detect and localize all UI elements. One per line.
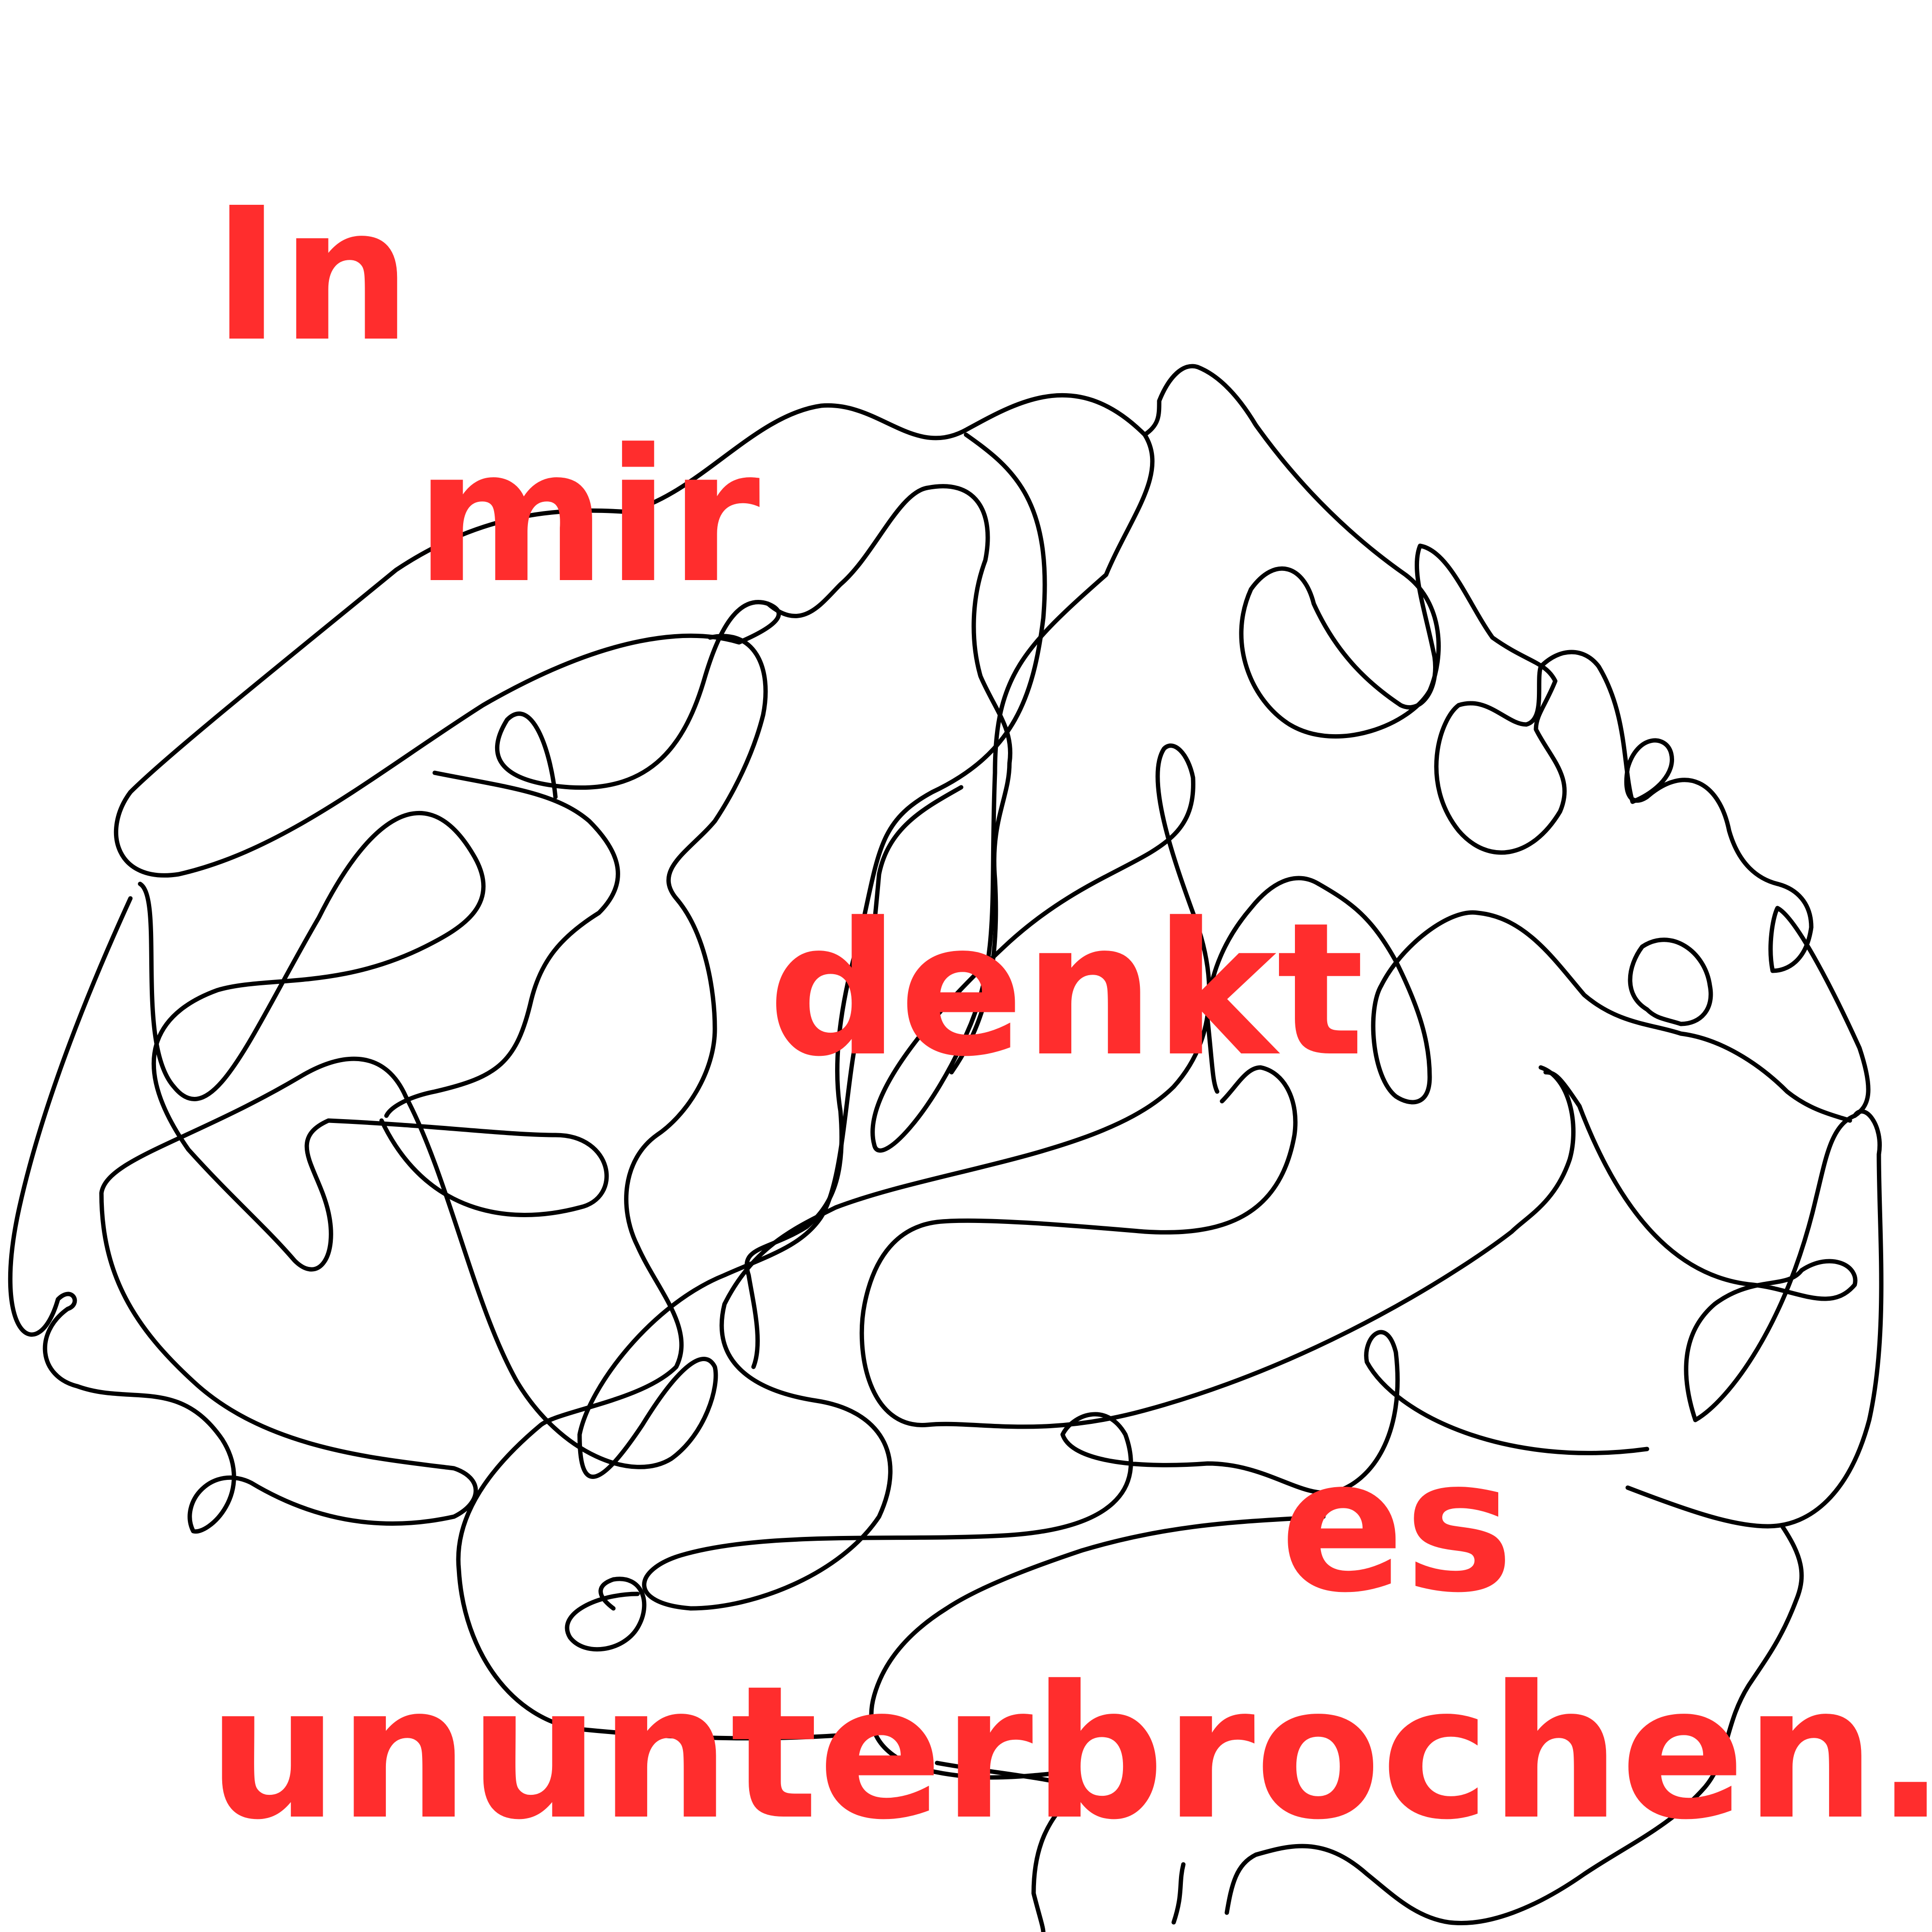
headline-word-2: mir xyxy=(415,410,760,624)
headline-word-5: ununterbrochen. xyxy=(208,1646,1932,1860)
headline-word-4: es xyxy=(1280,1419,1514,1633)
headline-word-3: denkt xyxy=(768,883,1364,1097)
headline-word-1: In xyxy=(213,168,412,382)
